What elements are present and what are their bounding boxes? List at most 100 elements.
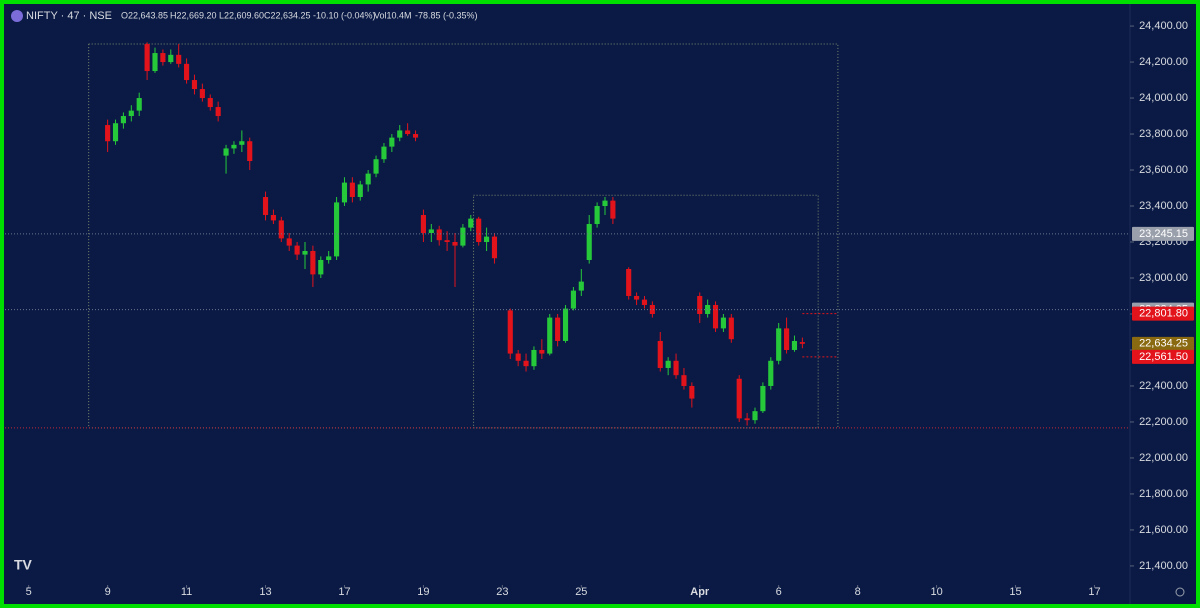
y-tick-label: 23,000.00 (1139, 272, 1188, 284)
candle-body (720, 317, 726, 329)
candle-body (626, 268, 632, 296)
price-tag-label: 22,634.25 (1139, 338, 1188, 350)
candle-body (547, 317, 553, 354)
candle-body (673, 360, 679, 376)
candle-body (610, 200, 616, 219)
candle-body (712, 304, 719, 329)
candle-body (365, 173, 371, 185)
candle-body (444, 240, 450, 243)
candle-body (152, 53, 158, 72)
y-tick-label: 23,600.00 (1139, 164, 1188, 176)
candle-body (799, 342, 805, 344)
ohlc-high: H22,669.20 (170, 10, 217, 20)
candle-body (231, 144, 237, 149)
candle-body (523, 360, 529, 367)
candle-body (657, 340, 663, 368)
symbol: NIFTY · 47 · NSE (26, 10, 112, 22)
candle-body (381, 146, 387, 160)
candle-body (641, 299, 648, 305)
x-tick-label: Apr (690, 586, 710, 598)
candle-body (791, 340, 798, 350)
candle-body (736, 378, 742, 419)
candle-body (412, 134, 419, 138)
candle-body (144, 44, 150, 72)
x-tick-label: 9 (105, 586, 111, 598)
y-tick-label: 22,400.00 (1139, 380, 1188, 392)
price-tag (1132, 226, 1194, 241)
candle-body (318, 259, 324, 275)
candle-body (302, 251, 308, 255)
y-tick-label: 21,600.00 (1139, 524, 1188, 536)
candle-body (199, 89, 205, 99)
candle-body (436, 229, 442, 241)
candle-body (334, 202, 340, 257)
x-tick-label: 11 (181, 586, 192, 598)
candle-body (539, 349, 545, 354)
candle-body (570, 290, 576, 309)
settings-icon[interactable] (1175, 587, 1185, 597)
candle-body (649, 304, 655, 314)
candle-body (128, 110, 134, 117)
candle-body (389, 137, 395, 147)
candle-body (405, 130, 411, 135)
candle-body (420, 215, 426, 234)
candle-body (460, 227, 466, 246)
price-tag (1132, 336, 1194, 351)
ohlc-open: O22,643.85 (121, 10, 168, 20)
price-tag (1132, 349, 1194, 364)
candle-body (586, 224, 592, 260)
candle-body (555, 317, 561, 341)
y-tick-label: 21,800.00 (1139, 488, 1188, 500)
candle-body (310, 251, 316, 275)
candle-body (326, 256, 332, 260)
candle-body (239, 141, 245, 145)
change: -10.10 (-0.04%) (313, 10, 376, 20)
ohlc-low: L22,609.60 (219, 10, 264, 20)
candle-body (689, 385, 695, 399)
x-tick-label: 8 (855, 586, 861, 598)
price-tag-label: 22,561.50 (1139, 351, 1188, 363)
candle-body (634, 295, 640, 300)
candle-body (728, 317, 734, 340)
candle-body (294, 245, 300, 255)
volume-change: -78.85 (-0.35%) (415, 10, 478, 20)
candle-body (357, 184, 363, 198)
x-tick-label: 23 (496, 586, 508, 598)
candle-body (784, 328, 790, 350)
candle-body (278, 220, 284, 239)
symbol-icon (11, 10, 23, 22)
candle-body (768, 360, 774, 386)
candle-body (697, 295, 703, 314)
price-tag (1132, 306, 1194, 321)
candle-body (207, 98, 213, 108)
candle-body (515, 353, 521, 361)
candle-body (397, 130, 403, 138)
y-tick-label: 21,400.00 (1139, 560, 1188, 572)
candle-body (215, 107, 221, 117)
x-tick-label: 5 (26, 586, 32, 598)
candle-body (484, 236, 490, 243)
range-box (473, 194, 819, 429)
candle-body (286, 238, 292, 246)
candle-body (184, 63, 190, 81)
candle-body (760, 385, 766, 412)
x-tick-label: 17 (1088, 586, 1100, 598)
candle-body (373, 159, 379, 174)
candle-body (247, 141, 253, 162)
candle-body (262, 197, 269, 216)
candle-body (452, 242, 458, 246)
y-tick-label: 22,200.00 (1139, 416, 1188, 428)
candle-body (105, 125, 111, 142)
candle-body (120, 116, 126, 124)
x-tick-label: 17 (338, 586, 350, 598)
candle-body (665, 360, 671, 368)
background (4, 4, 1196, 604)
candle-body (744, 418, 750, 421)
x-tick-label: 15 (1009, 586, 1021, 598)
candle-body (752, 411, 758, 421)
y-tick-label: 24,400.00 (1139, 20, 1188, 32)
candle-body (602, 200, 608, 207)
candle-body (176, 54, 182, 64)
price-tag-label: 23,245.15 (1139, 228, 1188, 240)
y-tick-label: 23,800.00 (1139, 128, 1188, 140)
